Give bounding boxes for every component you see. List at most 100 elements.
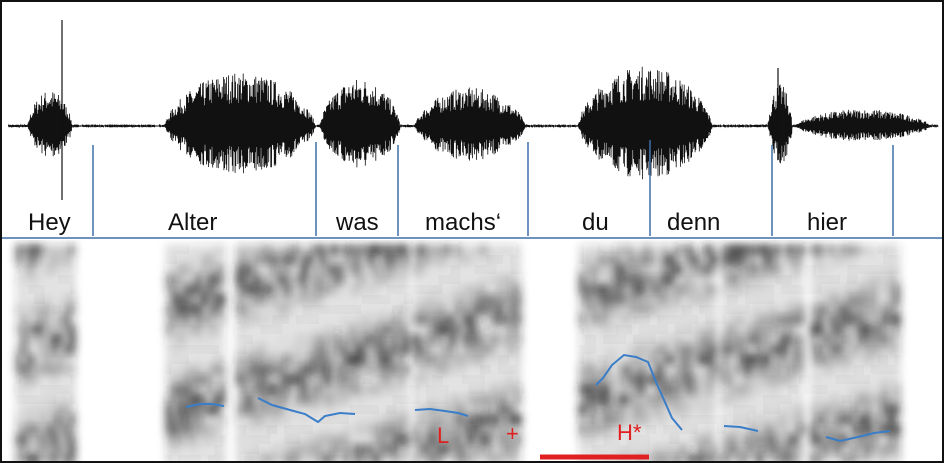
- spectral-cell: [289, 314, 296, 325]
- spectral-cell: [307, 434, 314, 445]
- spectral-cell: [876, 294, 883, 305]
- spectral-cell: [578, 434, 585, 445]
- spectral-cell: [882, 274, 889, 285]
- spectral-cell: [497, 294, 504, 305]
- spectral-cell: [307, 274, 314, 285]
- spectral-cell: [792, 294, 799, 305]
- spectral-cell: [165, 274, 172, 285]
- spectral-cell: [756, 354, 763, 365]
- spectral-cell: [662, 304, 669, 315]
- spectral-cell: [834, 244, 841, 255]
- spectral-cell: [461, 244, 468, 255]
- spectral-cell: [704, 384, 711, 395]
- spectral-cell: [786, 324, 793, 335]
- spectral-cell: [846, 444, 853, 455]
- spectral-cell: [680, 444, 687, 455]
- spectral-cell: [397, 414, 404, 425]
- spectral-cell: [355, 284, 362, 295]
- spectral-cell: [183, 354, 190, 365]
- spectral-cell: [744, 444, 751, 455]
- spectral-cell: [692, 374, 699, 385]
- spectral-cell: [756, 344, 763, 355]
- spectral-cell: [437, 344, 444, 355]
- spectral-cell: [828, 294, 835, 305]
- spectral-cell: [822, 274, 829, 285]
- spectral-cell: [822, 424, 829, 435]
- spectral-cell: [413, 294, 420, 305]
- spectral-cell: [602, 284, 609, 295]
- spectral-cell: [307, 294, 314, 305]
- spectral-cell: [590, 374, 597, 385]
- spectral-cell: [271, 254, 278, 265]
- spectral-cell: [289, 264, 296, 275]
- spectral-cell: [578, 264, 585, 275]
- spectral-cell: [319, 404, 326, 415]
- spectral-cell: [680, 364, 687, 375]
- spectral-cell: [247, 344, 254, 355]
- spectral-cell: [509, 374, 516, 385]
- spectral-cell: [319, 274, 326, 285]
- spectral-cell: [425, 254, 432, 265]
- spectral-cell: [894, 244, 901, 255]
- spectral-cell: [413, 244, 420, 255]
- spectral-cell: [283, 374, 290, 385]
- spectral-cell: [51, 284, 58, 295]
- spectral-cell: [397, 364, 404, 375]
- spectral-cell: [413, 354, 420, 365]
- spectral-cell: [45, 304, 52, 315]
- spectral-cell: [27, 314, 34, 325]
- spectral-cell: [443, 244, 450, 255]
- spectral-cell: [349, 304, 356, 315]
- spectral-cell: [792, 244, 799, 255]
- spectral-cell: [437, 274, 444, 285]
- spectral-cell: [461, 314, 468, 325]
- spectral-cell: [720, 244, 727, 255]
- spectral-cell: [509, 454, 516, 461]
- spectral-cell: [614, 424, 621, 435]
- spectral-cell: [455, 434, 462, 445]
- spectral-cell: [367, 394, 374, 405]
- spectral-cell: [461, 384, 468, 395]
- spectral-cell: [834, 334, 841, 345]
- spectral-cell: [51, 374, 58, 385]
- spectral-cell: [584, 324, 591, 335]
- spectral-cell: [858, 434, 865, 445]
- spectral-cell: [241, 454, 248, 461]
- spectral-cell: [720, 334, 727, 345]
- spectral-cell: [57, 304, 64, 315]
- spectral-cell: [680, 384, 687, 395]
- spectral-cell: [828, 334, 835, 345]
- spectral-cell: [602, 404, 609, 415]
- spectral-cell: [680, 284, 687, 295]
- spectral-cell: [846, 454, 853, 461]
- spectral-cell: [882, 434, 889, 445]
- spectral-cell: [473, 274, 480, 285]
- spectral-cell: [337, 304, 344, 315]
- spectral-cell: [858, 264, 865, 275]
- spectral-cell: [864, 434, 871, 445]
- spectral-cell: [449, 394, 456, 405]
- spectral-cell: [425, 264, 432, 275]
- spectral-cell: [337, 314, 344, 325]
- spectral-cell: [367, 304, 374, 315]
- spectral-cell: [710, 454, 717, 461]
- spectral-cell: [367, 254, 374, 265]
- spectral-cell: [756, 274, 763, 285]
- spectral-cell: [620, 374, 627, 385]
- spectral-cell: [756, 254, 763, 265]
- spectral-cell: [461, 284, 468, 295]
- spectral-cell: [608, 244, 615, 255]
- spectral-cell: [27, 384, 34, 395]
- spectral-cell: [620, 394, 627, 405]
- spectral-cell: [888, 454, 895, 461]
- spectral-cell: [45, 394, 52, 405]
- spectral-cell: [57, 424, 64, 435]
- spectral-cell: [413, 264, 420, 275]
- spectral-cell: [467, 284, 474, 295]
- spectral-cell: [738, 304, 745, 315]
- spectral-cell: [189, 354, 196, 365]
- spectral-cell: [810, 434, 817, 445]
- spectral-cell: [283, 424, 290, 435]
- spectral-cell: [455, 384, 462, 395]
- spectral-cell: [732, 344, 739, 355]
